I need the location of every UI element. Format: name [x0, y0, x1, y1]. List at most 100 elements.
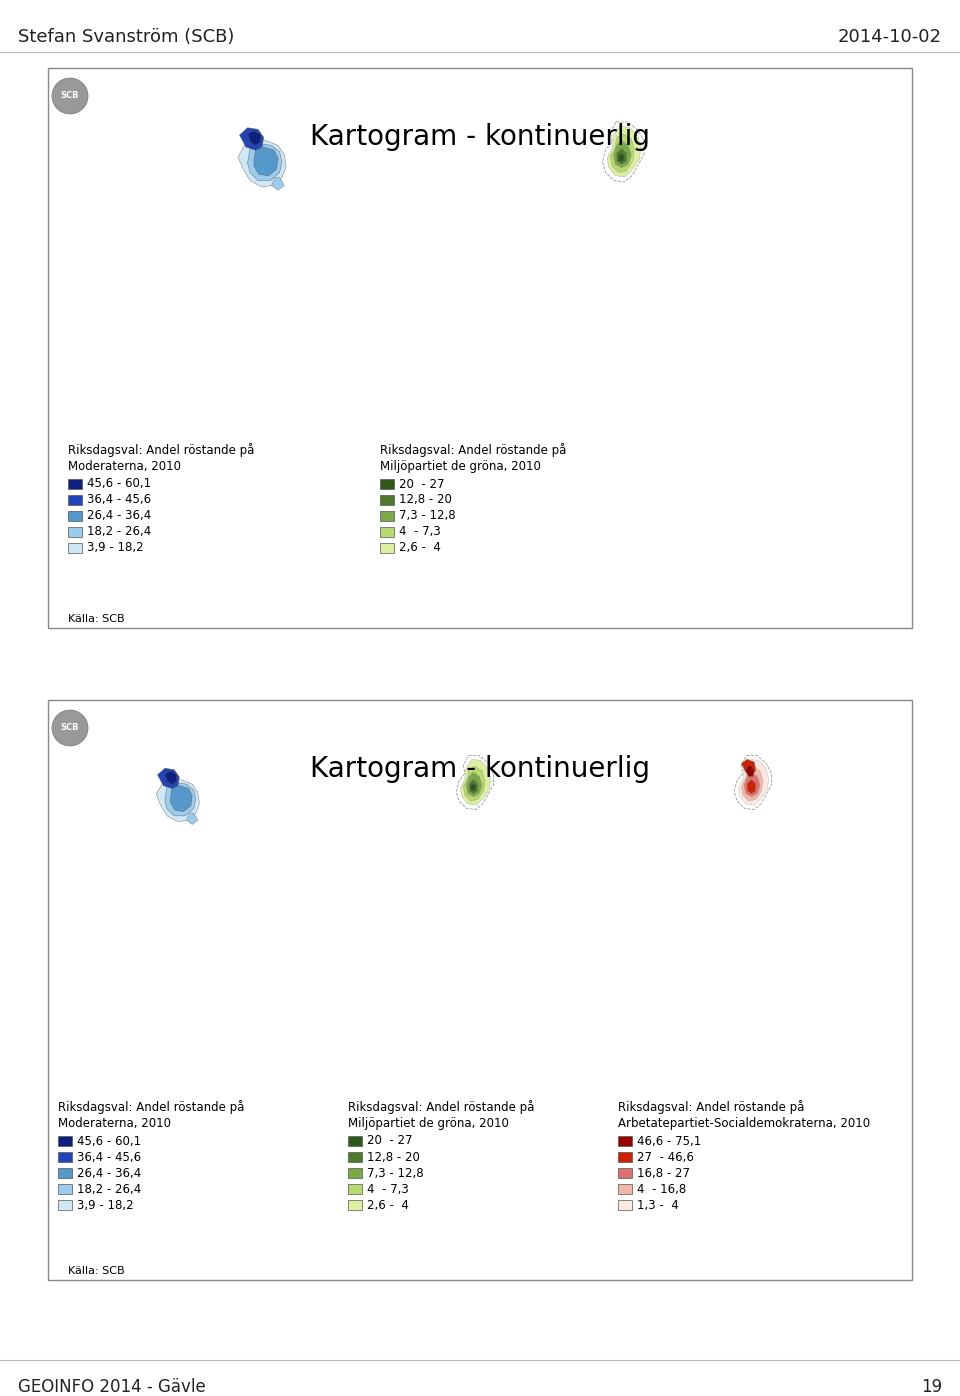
Bar: [380, 496, 394, 505]
Text: Riksdagsval: Andel röstande på
Moderaterna, 2010: Riksdagsval: Andel röstande på Moderater…: [58, 1100, 245, 1131]
Bar: [68, 528, 82, 537]
Text: 4  - 7,3: 4 - 7,3: [399, 525, 441, 539]
Bar: [348, 1152, 362, 1161]
Text: 20  - 27: 20 - 27: [399, 477, 444, 490]
Polygon shape: [741, 759, 756, 775]
Text: Riksdagsval: Andel röstande på
Miljöpartiet de gröna, 2010: Riksdagsval: Andel röstande på Miljöpart…: [348, 1100, 535, 1131]
Text: 36,4 - 45,6: 36,4 - 45,6: [77, 1150, 141, 1163]
Polygon shape: [734, 755, 772, 810]
Text: 2,6 -  4: 2,6 - 4: [399, 542, 441, 554]
Text: 1,3 -  4: 1,3 - 4: [637, 1199, 679, 1212]
Polygon shape: [746, 765, 755, 776]
Circle shape: [52, 711, 88, 745]
Text: 45,6 - 60,1: 45,6 - 60,1: [77, 1135, 141, 1148]
Bar: [48, 68, 912, 628]
Polygon shape: [618, 154, 625, 161]
Text: Källa: SCB: Källa: SCB: [68, 1266, 125, 1276]
Circle shape: [52, 78, 88, 114]
Polygon shape: [171, 786, 192, 811]
Text: GEOINFO 2014 - Gävle: GEOINFO 2014 - Gävle: [18, 1378, 205, 1396]
Polygon shape: [470, 783, 476, 792]
Bar: [68, 511, 82, 521]
Bar: [380, 528, 394, 537]
Polygon shape: [469, 779, 478, 794]
Polygon shape: [608, 126, 641, 177]
Polygon shape: [248, 144, 282, 180]
Polygon shape: [238, 140, 286, 187]
Bar: [68, 496, 82, 505]
Polygon shape: [467, 772, 482, 797]
Text: 2014-10-02: 2014-10-02: [838, 28, 942, 46]
Polygon shape: [747, 779, 756, 794]
Text: Riksdagsval: Andel röstande på
Moderaterna, 2010: Riksdagsval: Andel röstande på Moderater…: [68, 443, 254, 473]
Bar: [618, 1152, 632, 1161]
Text: Kartogram - kontinuerlig: Kartogram - kontinuerlig: [310, 755, 650, 783]
Text: 45,6 - 60,1: 45,6 - 60,1: [87, 477, 151, 490]
Polygon shape: [240, 128, 264, 151]
Polygon shape: [616, 148, 626, 165]
Bar: [380, 511, 394, 521]
Text: 4  - 16,8: 4 - 16,8: [637, 1182, 686, 1195]
Polygon shape: [738, 759, 769, 805]
Polygon shape: [456, 755, 493, 810]
Polygon shape: [165, 771, 177, 785]
Polygon shape: [248, 131, 260, 145]
Polygon shape: [156, 779, 200, 822]
Bar: [618, 1201, 632, 1210]
Text: 3,9 - 18,2: 3,9 - 18,2: [77, 1199, 133, 1212]
Text: Källa: SCB: Källa: SCB: [68, 614, 125, 624]
Text: 7,3 - 12,8: 7,3 - 12,8: [367, 1167, 423, 1180]
Polygon shape: [272, 177, 284, 190]
Text: 4  - 7,3: 4 - 7,3: [367, 1182, 409, 1195]
Bar: [58, 1168, 72, 1178]
Text: Stefan Svanström (SCB): Stefan Svanström (SCB): [18, 28, 234, 46]
Bar: [58, 1136, 72, 1146]
Text: 19: 19: [921, 1378, 942, 1396]
Text: 18,2 - 26,4: 18,2 - 26,4: [87, 525, 152, 539]
Polygon shape: [613, 141, 632, 168]
Text: 26,4 - 36,4: 26,4 - 36,4: [77, 1167, 141, 1180]
Text: 7,3 - 12,8: 7,3 - 12,8: [399, 510, 456, 522]
Text: 26,4 - 36,4: 26,4 - 36,4: [87, 510, 152, 522]
Bar: [380, 543, 394, 553]
Text: Riksdagsval: Andel röstande på
Arbetatepartiet-Socialdemokraterna, 2010: Riksdagsval: Andel röstande på Arbetatep…: [618, 1100, 870, 1131]
Polygon shape: [741, 766, 763, 801]
Polygon shape: [461, 759, 491, 805]
Bar: [348, 1136, 362, 1146]
Text: 12,8 - 20: 12,8 - 20: [399, 494, 452, 507]
Bar: [48, 699, 912, 1280]
Bar: [348, 1168, 362, 1178]
Text: SCB: SCB: [60, 92, 80, 101]
Polygon shape: [157, 768, 180, 789]
Bar: [380, 479, 394, 489]
Polygon shape: [165, 783, 196, 815]
Bar: [348, 1201, 362, 1210]
Text: 2,6 -  4: 2,6 - 4: [367, 1199, 409, 1212]
Polygon shape: [603, 121, 644, 181]
Bar: [68, 479, 82, 489]
Polygon shape: [611, 134, 635, 172]
Bar: [348, 1184, 362, 1194]
Polygon shape: [254, 147, 278, 176]
Text: 46,6 - 75,1: 46,6 - 75,1: [637, 1135, 701, 1148]
Text: Riksdagsval: Andel röstande på
Miljöpartiet de gröna, 2010: Riksdagsval: Andel röstande på Miljöpart…: [380, 443, 566, 473]
Polygon shape: [464, 766, 485, 801]
Bar: [618, 1184, 632, 1194]
Text: 18,2 - 26,4: 18,2 - 26,4: [77, 1182, 141, 1195]
Text: 27  - 46,6: 27 - 46,6: [637, 1150, 694, 1163]
Text: 12,8 - 20: 12,8 - 20: [367, 1150, 420, 1163]
Text: SCB: SCB: [60, 723, 80, 733]
Text: 36,4 - 45,6: 36,4 - 45,6: [87, 494, 151, 507]
Text: 20  - 27: 20 - 27: [367, 1135, 413, 1148]
Bar: [58, 1201, 72, 1210]
Bar: [58, 1152, 72, 1161]
Polygon shape: [744, 772, 760, 797]
Text: 3,9 - 18,2: 3,9 - 18,2: [87, 542, 144, 554]
Text: 16,8 - 27: 16,8 - 27: [637, 1167, 690, 1180]
Bar: [68, 543, 82, 553]
Polygon shape: [186, 812, 198, 825]
Bar: [58, 1184, 72, 1194]
Bar: [618, 1136, 632, 1146]
Text: Kartogram - kontinuerlig: Kartogram - kontinuerlig: [310, 123, 650, 151]
Bar: [618, 1168, 632, 1178]
